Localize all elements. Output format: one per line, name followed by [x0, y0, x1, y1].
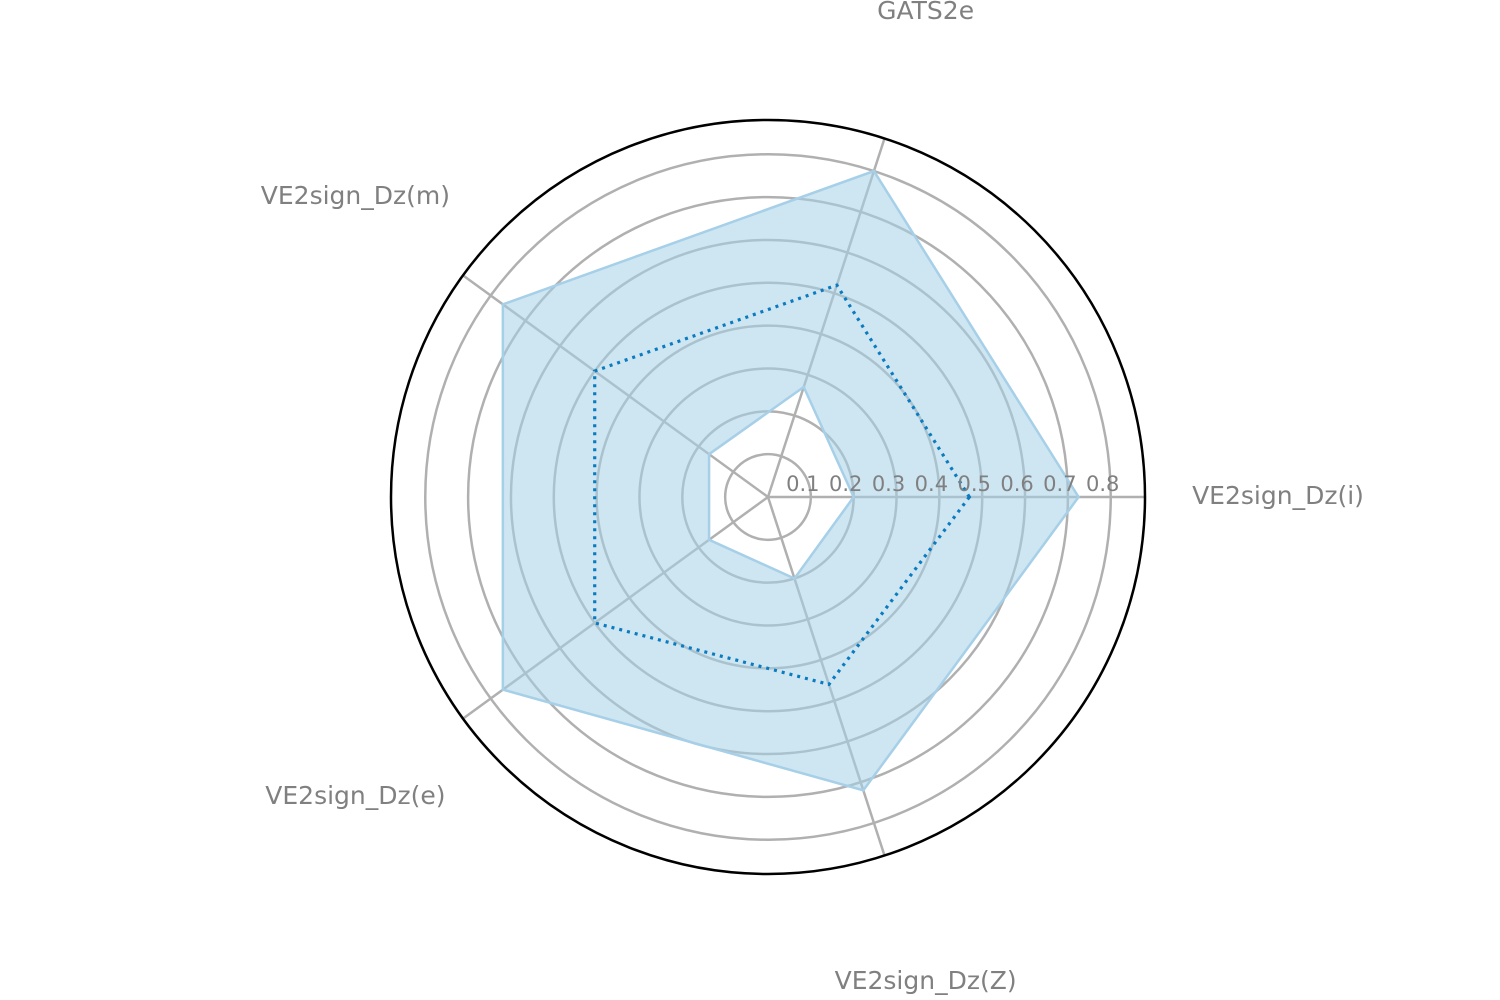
series-line-2: [593, 283, 972, 687]
line-layer: [593, 283, 972, 687]
series-band-1: [501, 169, 1081, 792]
r-tick-label-0.7: 0.7: [1043, 472, 1076, 496]
r-tick-label-0.3: 0.3: [872, 472, 905, 496]
r-tick-label-0.8: 0.8: [1086, 472, 1119, 496]
r-tick-label-0.5: 0.5: [958, 472, 991, 496]
r-tick-label-0.1: 0.1: [786, 472, 819, 496]
polar-frame: [389, 118, 1147, 876]
frame-layer: [389, 118, 1147, 876]
r-tick-label-0.4: 0.4: [915, 472, 948, 496]
axis-label-layer: VE2sign_Dz(i) GATS2e VE2sign_Dz(m) VE2sign_…: [261, 0, 1364, 995]
category-label-3: VE2sign_Dz(m): [261, 181, 450, 210]
tick-label-layer: 0.1 0.2 0.3 0.4 0.5 0.6 0.7 0.8: [786, 472, 1119, 496]
category-label-4: VE2sign_Dz(e): [265, 781, 445, 810]
band-layer: [501, 169, 1081, 792]
category-label-1: VE2sign_Dz(i): [1192, 481, 1364, 510]
r-tick-label-0.2: 0.2: [829, 472, 862, 496]
category-label-5: VE2sign_Dz(Z): [835, 966, 1017, 995]
r-tick-label-0.6: 0.6: [1000, 472, 1033, 496]
category-label-2: GATS2e: [877, 0, 974, 25]
